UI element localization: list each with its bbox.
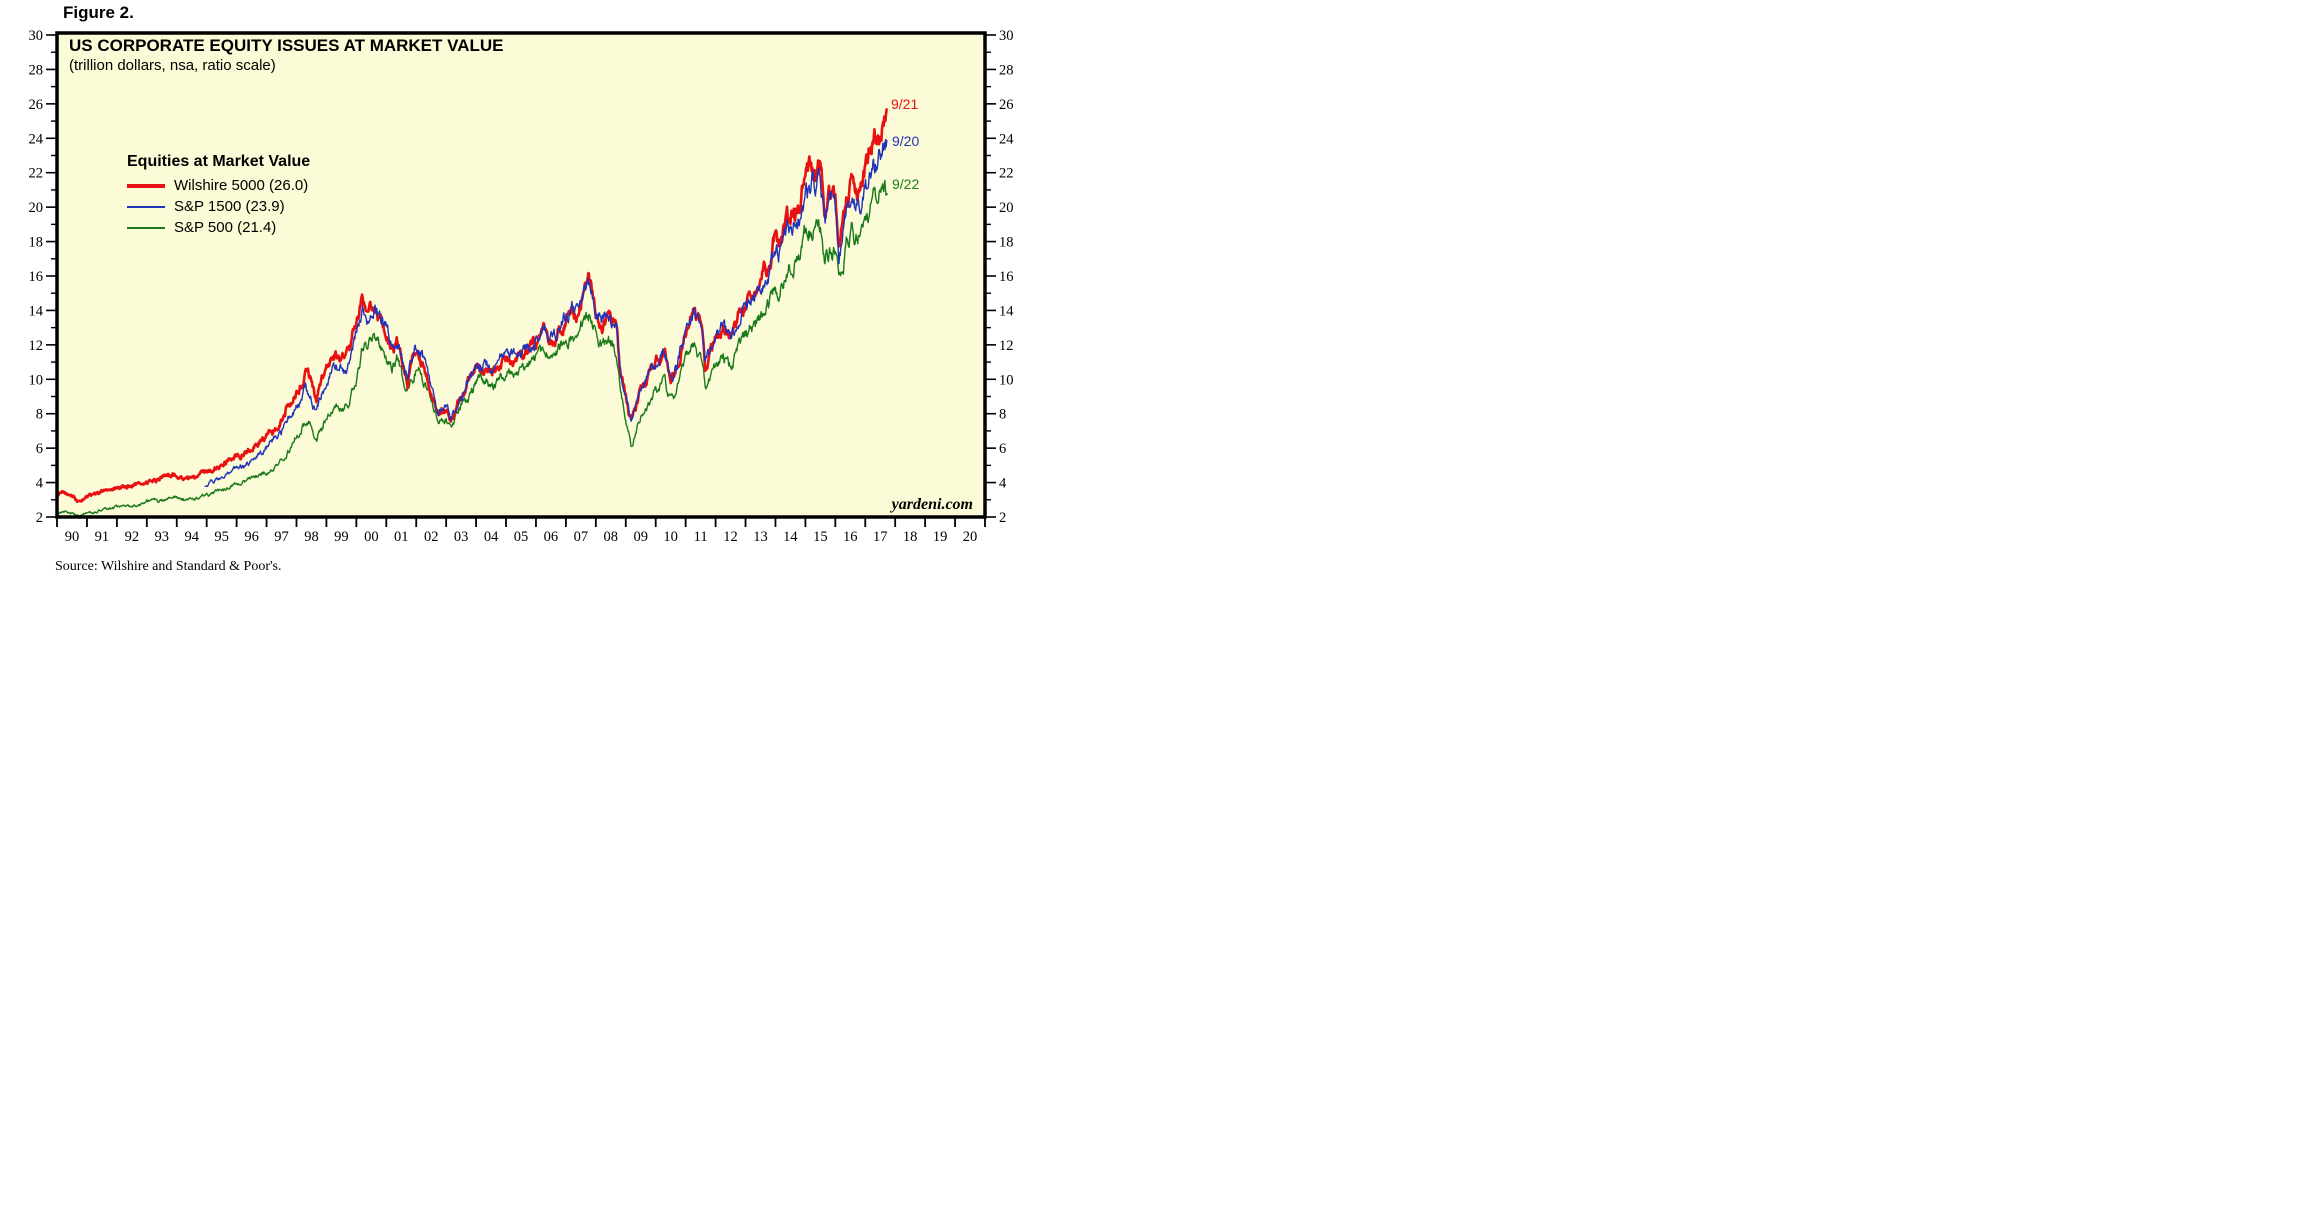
- x-axis-tick-label: 15: [813, 529, 828, 545]
- x-axis-tick-label: 12: [723, 529, 738, 545]
- watermark-yardeni: yardeni.com: [891, 496, 973, 513]
- legend-item-label: Wilshire 5000 (26.0): [174, 177, 309, 194]
- legend-item-sp-1500: S&P 1500 (23.9): [127, 196, 310, 217]
- chart-line-s-p-1500: [204, 138, 888, 488]
- y-axis-tick-label-right: 20: [999, 200, 1014, 216]
- y-axis-tick-label-left: 24: [29, 131, 44, 147]
- legend-heading: Equities at Market Value: [127, 153, 311, 170]
- y-axis-tick-label-left: 26: [29, 97, 44, 113]
- y-axis-tick-label-left: 4: [36, 476, 44, 492]
- x-axis-tick-label: 05: [514, 529, 529, 545]
- x-axis-tick-label: 91: [95, 529, 110, 545]
- chart-title: US CORPORATE EQUITY ISSUES AT MARKET VAL…: [69, 36, 504, 55]
- y-axis-tick-label-right: 12: [999, 338, 1014, 354]
- x-axis-tick-label: 93: [155, 529, 170, 545]
- y-axis-tick-label-right: 14: [999, 303, 1014, 319]
- y-axis-tick-label-left: 30: [29, 28, 44, 44]
- x-axis-tick-label: 18: [903, 529, 918, 545]
- x-axis-tick-label: 04: [484, 529, 499, 545]
- y-axis-tick-label-right: 4: [999, 476, 1007, 492]
- legend-item-label: S&P 1500 (23.9): [174, 198, 285, 215]
- plot-frame: [55, 31, 987, 519]
- y-axis-tick-label-left: 28: [29, 62, 44, 78]
- y-axis-tick-label-left: 6: [36, 441, 43, 457]
- y-axis-tick-label-right: 6: [999, 441, 1006, 457]
- source-note: Source: Wilshire and Standard & Poor's.: [55, 559, 282, 574]
- x-axis-tick-label: 06: [544, 529, 559, 545]
- y-axis-tick-label-right: 22: [999, 166, 1014, 182]
- x-axis-tick-label: 98: [304, 529, 319, 545]
- x-axis-tick-label: 08: [604, 529, 619, 545]
- x-axis-tick-label: 20: [963, 529, 978, 545]
- x-axis-tick-label: 90: [65, 529, 80, 545]
- figure-label: Figure 2.: [63, 3, 134, 22]
- legend-item-sp-500: S&P 500 (21.4): [127, 217, 310, 238]
- chart-legend: Equities at Market Value Wilshire 5000 (…: [127, 153, 310, 238]
- y-axis-tick-label-right: 10: [999, 372, 1014, 388]
- y-axis-tick-label-left: 14: [29, 303, 44, 319]
- y-axis-tick-label-right: 16: [999, 269, 1014, 285]
- legend-item-wilshire-5000: Wilshire 5000 (26.0): [127, 175, 310, 196]
- y-axis-tick-label-left: 10: [29, 372, 44, 388]
- x-axis-tick-label: 94: [184, 529, 199, 545]
- x-axis-tick-label: 14: [783, 529, 798, 545]
- legend-line-swatch-green: [127, 226, 165, 229]
- x-axis-tick-label: 01: [394, 529, 409, 545]
- x-axis-tick-label: 10: [663, 529, 678, 545]
- series-end-date-label-wilshire: 9/21: [891, 96, 919, 112]
- y-axis-tick-label-right: 2: [999, 510, 1006, 526]
- x-axis-tick-label: 95: [214, 529, 229, 545]
- x-axis-tick-label: 16: [843, 529, 858, 545]
- y-axis-tick-label-right: 30: [999, 28, 1014, 44]
- series-end-date-label-sp1500: 9/20: [892, 133, 920, 149]
- y-axis-tick-label-right: 26: [999, 97, 1014, 113]
- y-axis-tick-label-left: 12: [29, 338, 44, 354]
- y-axis-tick-label-right: 18: [999, 235, 1014, 251]
- y-axis-tick-label-left: 18: [29, 235, 44, 251]
- x-axis-tick-label: 00: [364, 529, 379, 545]
- x-axis-tick-label: 07: [574, 529, 589, 545]
- y-axis-tick-label-left: 20: [29, 200, 44, 216]
- plot-background: [57, 33, 985, 517]
- x-axis-tick-label: 99: [334, 529, 349, 545]
- chart-subtitle: (trillion dollars, nsa, ratio scale): [69, 57, 276, 74]
- y-axis-tick-label-left: 2: [36, 510, 43, 526]
- x-axis-tick-label: 17: [873, 529, 888, 545]
- x-axis-tick-label: 13: [753, 529, 768, 545]
- x-axis-tick-label: 96: [244, 529, 259, 545]
- y-axis-tick-label-left: 16: [29, 269, 44, 285]
- y-axis-tick-label-left: 8: [36, 407, 43, 423]
- y-axis-tick-label-right: 8: [999, 407, 1006, 423]
- x-axis-tick-label: 03: [454, 529, 469, 545]
- chart-line-s-p-500: [57, 179, 888, 517]
- x-axis-tick-label: 11: [694, 529, 708, 545]
- legend-line-swatch-blue: [127, 205, 165, 208]
- x-axis-tick-label: 19: [933, 529, 948, 545]
- y-axis-tick-label-right: 28: [999, 62, 1014, 78]
- legend-item-label: S&P 500 (21.4): [174, 219, 277, 236]
- x-axis-tick-label: 09: [633, 529, 648, 545]
- x-axis-tick-label: 97: [274, 529, 289, 545]
- y-axis-tick-label-right: 24: [999, 131, 1014, 147]
- x-axis-tick-label: 02: [424, 529, 439, 545]
- legend-line-swatch-red: [127, 183, 165, 188]
- x-axis-tick-label: 92: [125, 529, 140, 545]
- series-end-date-label-sp500: 9/22: [892, 176, 920, 192]
- y-axis-tick-label-left: 22: [29, 166, 44, 182]
